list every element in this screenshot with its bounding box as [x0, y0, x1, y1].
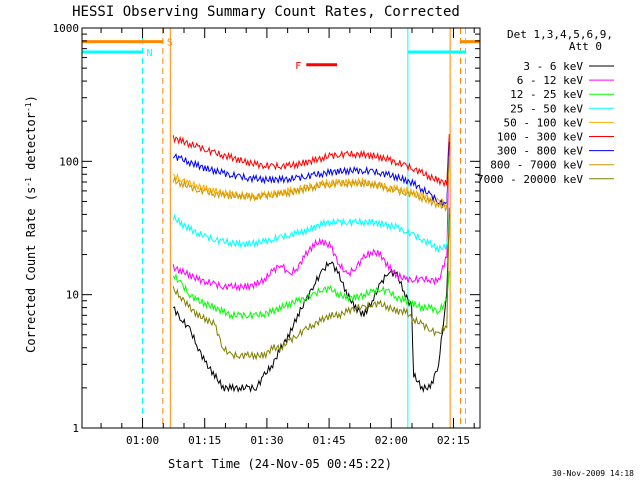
- x-tick-label: 01:30: [250, 434, 283, 447]
- y-axis-label: Corrected Count Rate (s-1 detector-1): [24, 95, 38, 353]
- series-line-6: [172, 141, 450, 209]
- series-line-7: [172, 155, 450, 213]
- y-tick-label: 1: [72, 422, 79, 435]
- legend-label-6: 300 - 800 keV: [497, 145, 583, 158]
- flag-label-s: S: [167, 38, 173, 49]
- series-line-0: [173, 214, 450, 394]
- legend-label-5: 100 - 300 keV: [497, 131, 583, 144]
- chart-title: HESSI Observing Summary Count Rates, Cor…: [72, 4, 460, 20]
- flag-label-f: F: [295, 61, 301, 72]
- legend-label-2: 12 - 25 keV: [510, 88, 583, 101]
- plot-area: S N F 1 10 100 1000 01:00 01:15 01:30 01:45 02:00 02…: [53, 22, 481, 447]
- timestamp: 30-Nov-2009 14:18: [552, 469, 634, 478]
- plot-frame: [81, 27, 481, 429]
- x-tick-label: 01:15: [188, 434, 221, 447]
- legend-header-line-2: Att 0: [569, 40, 602, 53]
- legend-label-8: 7000 - 20000 keV: [477, 173, 583, 186]
- y-tick-label: 10: [66, 289, 79, 302]
- legend-header-line-1: Det 1,3,4,5,6,9,: [507, 28, 613, 41]
- x-tick-label: 02:15: [437, 434, 470, 447]
- series-line-5: [172, 134, 450, 188]
- series-line-8: [172, 207, 450, 361]
- y-tick-label: 100: [59, 155, 79, 168]
- x-tick-label: 01:45: [313, 434, 346, 447]
- y-tick-label: 1000: [53, 22, 80, 35]
- flag-label-n: N: [147, 48, 153, 59]
- series-line-2: [172, 271, 450, 321]
- legend-label-4: 50 - 100 keV: [504, 116, 584, 129]
- legend-label-3: 25 - 50 keV: [510, 102, 583, 115]
- legend-label-0: 3 - 6 keV: [523, 60, 583, 73]
- legend-label-7: 800 - 7000 keV: [490, 159, 583, 172]
- x-axis-label: Start Time (24-Nov-05 00:45:22): [168, 457, 392, 471]
- series-line-3: [172, 207, 450, 253]
- x-tick-label: 02:00: [375, 434, 408, 447]
- series-line-1: [172, 137, 450, 292]
- legend-label-1: 6 - 12 keV: [517, 74, 584, 87]
- x-tick-label: 01:00: [126, 434, 159, 447]
